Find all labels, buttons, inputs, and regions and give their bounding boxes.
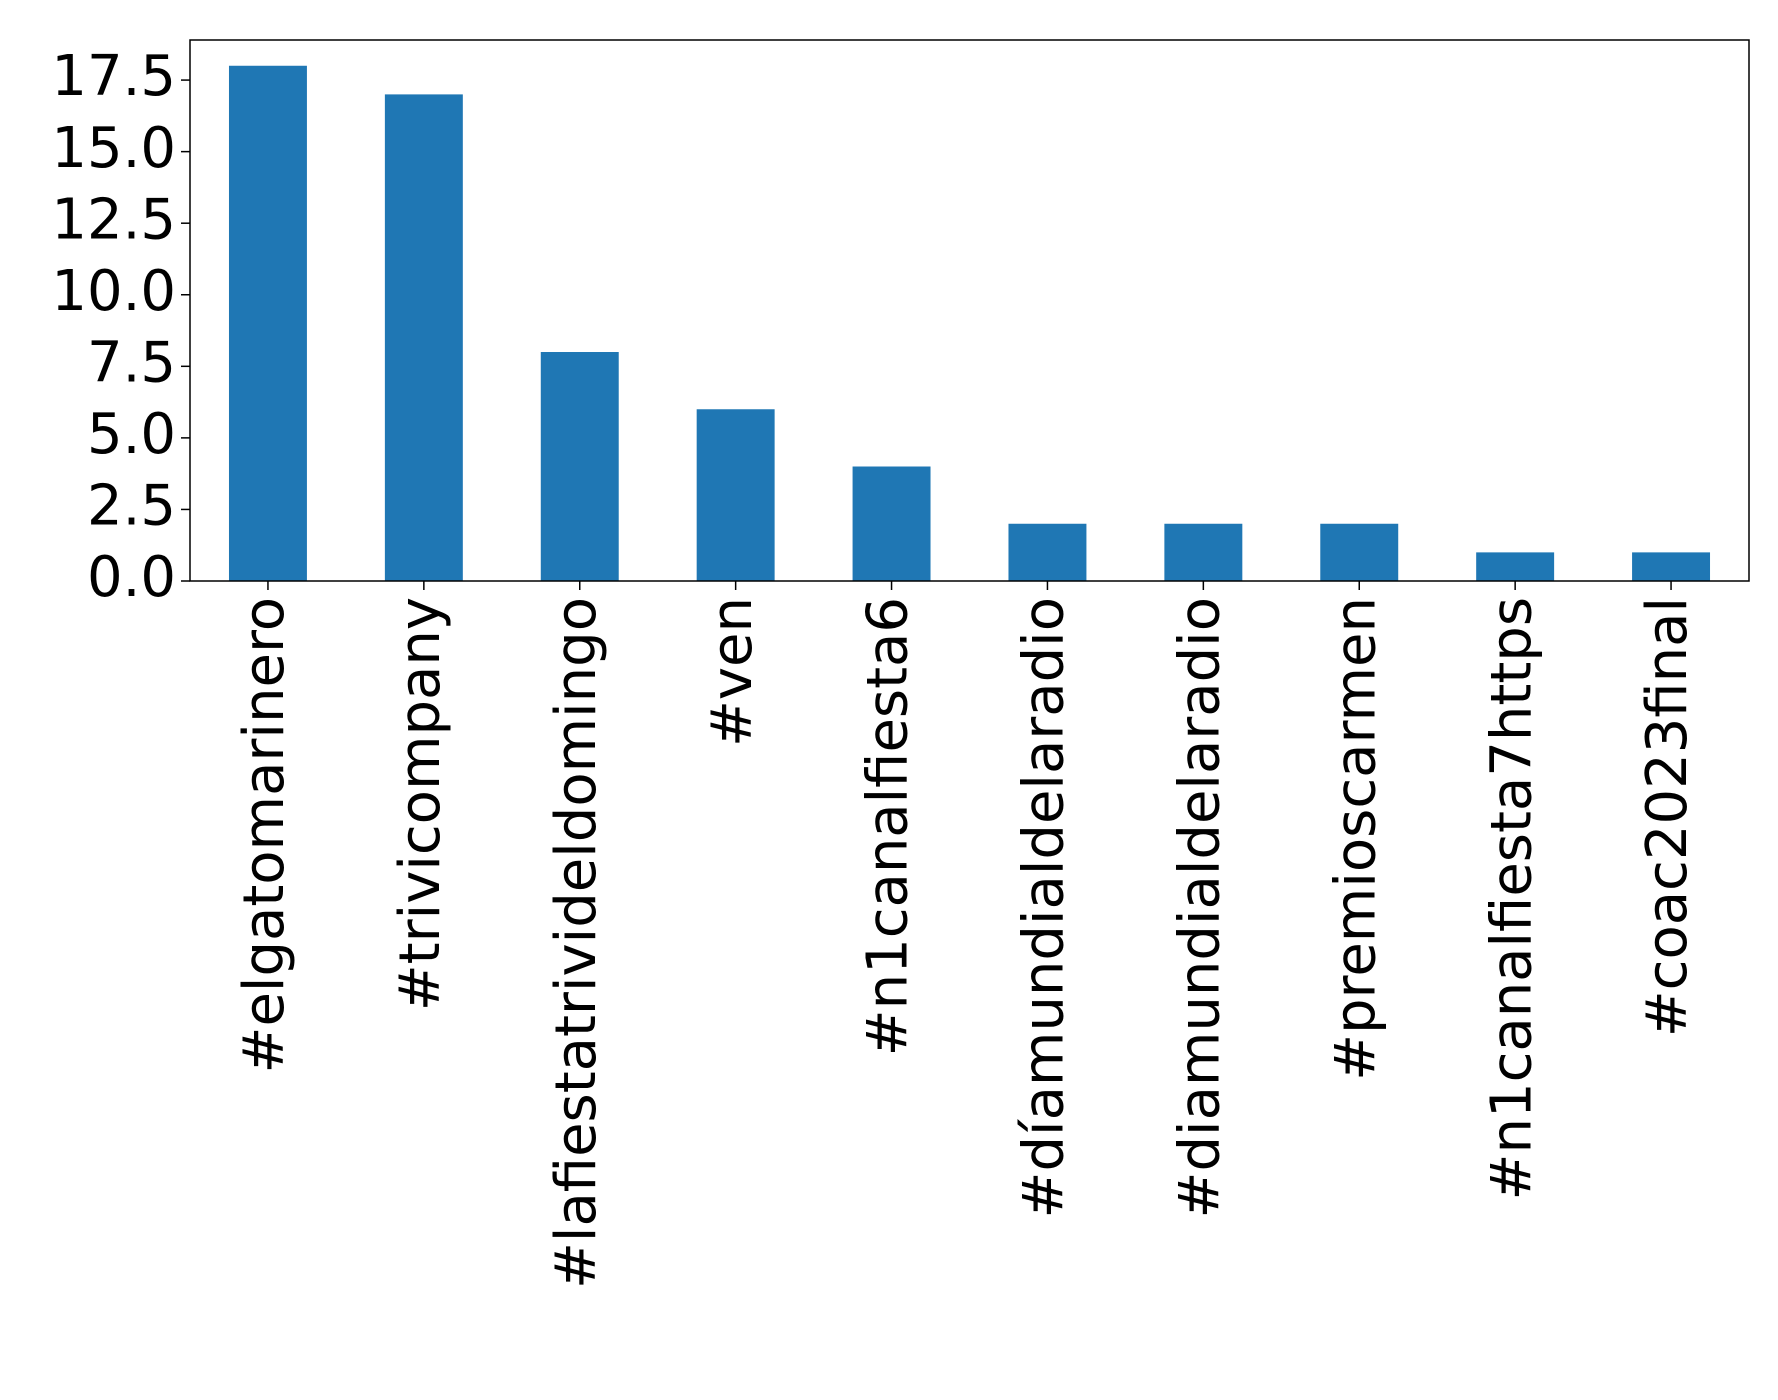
- bar: [540, 352, 619, 581]
- x-tick-label: #premioscarmen: [1323, 597, 1388, 1081]
- bar: [228, 65, 307, 581]
- x-tick-label: #díamundialdelaradio: [1012, 597, 1077, 1218]
- bar: [1632, 552, 1711, 581]
- bar: [1164, 523, 1243, 581]
- y-tick-label: 17.5: [51, 44, 176, 109]
- x-tick-label: #n1canalfiesta6: [856, 597, 921, 1056]
- y-tick-label: 5.0: [87, 402, 176, 467]
- y-tick-label: 0.0: [87, 545, 176, 610]
- plot-frame: [189, 39, 1750, 582]
- bar: [1320, 523, 1399, 581]
- bar: [1476, 552, 1555, 581]
- x-tick-label: #elgatomarinero: [232, 597, 297, 1073]
- y-tick-label: 7.5: [87, 330, 176, 395]
- x-tick-label: #n1canalfiesta7https: [1479, 597, 1544, 1200]
- y-tick-label: 12.5: [51, 187, 176, 252]
- x-tick-label: #lafiestatrivideldomingo: [544, 597, 609, 1289]
- bar: [1008, 523, 1087, 581]
- bar: [852, 466, 931, 581]
- x-tick-label: #trivicompany: [388, 597, 453, 1011]
- x-tick-label: #diamundialdelaradio: [1167, 597, 1232, 1218]
- bar: [696, 409, 775, 581]
- y-tick-label: 10.0: [51, 259, 176, 324]
- y-tick-label: 15.0: [51, 116, 176, 181]
- x-tick-label: #coac2023final: [1635, 597, 1700, 1037]
- y-tick-label: 2.5: [87, 474, 176, 539]
- bar: [384, 94, 463, 582]
- x-tick-label: #ven: [700, 597, 765, 747]
